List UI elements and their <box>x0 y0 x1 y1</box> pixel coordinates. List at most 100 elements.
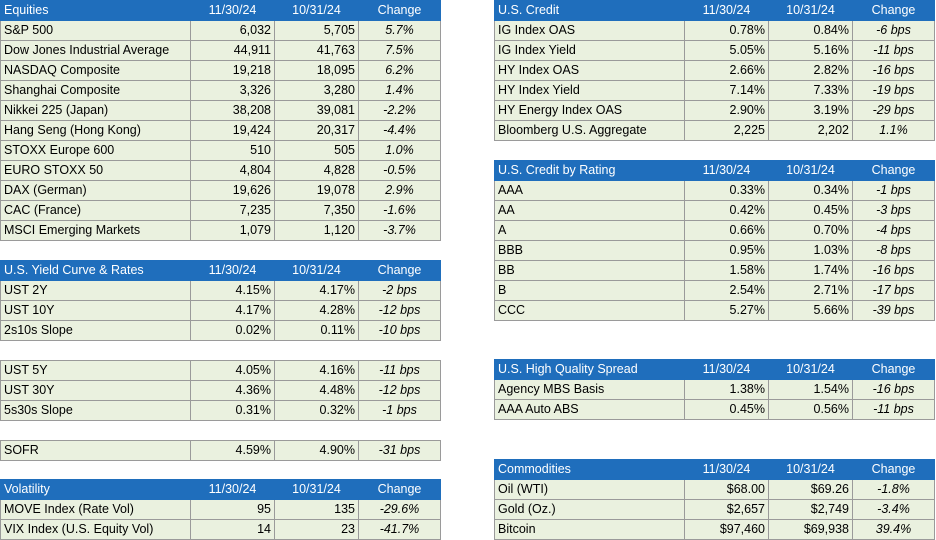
table-row: Bloomberg U.S. Aggregate 2,225 2,202 1.1% <box>494 120 935 141</box>
cell-label: Shanghai Composite <box>0 80 191 101</box>
cell-change: 39.4% <box>852 519 935 540</box>
cell-prior: $69.26 <box>768 479 853 500</box>
cell-current: 0.31% <box>190 400 275 421</box>
cell-current: 38,208 <box>190 100 275 121</box>
table-header-row: U.S. High Quality Spread 11/30/24 10/31/24… <box>494 359 935 380</box>
cell-prior: 0.70% <box>768 220 853 241</box>
cell-current: 0.95% <box>684 240 769 261</box>
cell-prior: 4.16% <box>274 360 359 381</box>
cell-change: 1.0% <box>358 140 441 161</box>
cell-label: BB <box>494 260 685 281</box>
cell-change: -16 bps <box>852 260 935 281</box>
table-row: 5s30s Slope 0.31% 0.32% -1 bps <box>0 400 441 421</box>
cell-prior: 2,202 <box>768 120 853 141</box>
header-label: U.S. Credit <box>494 0 685 21</box>
cell-prior: 4.90% <box>274 440 359 461</box>
cell-change: -41.7% <box>358 519 441 540</box>
header-label: U.S. Yield Curve & Rates <box>0 260 191 281</box>
us-credit-table: U.S. Credit 11/30/24 10/31/24 Change IG Inde… <box>494 0 935 141</box>
header-label: Equities <box>0 0 191 21</box>
cell-change: 5.7% <box>358 20 441 41</box>
cell-prior: 4.48% <box>274 380 359 401</box>
header-current: 11/30/24 <box>190 479 275 500</box>
cell-change: -19 bps <box>852 80 935 101</box>
cell-prior: 2.71% <box>768 280 853 301</box>
cell-change: -3.7% <box>358 220 441 241</box>
table-row: Oil (WTI) $68.00 $69.26 -1.8% <box>494 479 935 500</box>
cell-change: 2.9% <box>358 180 441 201</box>
cell-change: -29.6% <box>358 499 441 520</box>
cell-current: 0.66% <box>684 220 769 241</box>
cell-label: Oil (WTI) <box>494 479 685 500</box>
cell-current: 1,079 <box>190 220 275 241</box>
cell-change: -6 bps <box>852 20 935 41</box>
header-prior: 10/31/24 <box>768 0 853 21</box>
header-change: Change <box>852 160 935 181</box>
cell-current: 44,911 <box>190 40 275 61</box>
cell-current: 3,326 <box>190 80 275 101</box>
cell-prior: 18,095 <box>274 60 359 81</box>
cell-prior: $69,938 <box>768 519 853 540</box>
table-row: AAA 0.33% 0.34% -1 bps <box>494 180 935 201</box>
header-change: Change <box>852 359 935 380</box>
table-row: NASDAQ Composite 19,218 18,095 6.2% <box>0 60 441 81</box>
cell-label: UST 10Y <box>0 300 191 321</box>
cell-current: 510 <box>190 140 275 161</box>
header-change: Change <box>852 0 935 21</box>
table-header-row: U.S. Credit by Rating 11/30/24 10/31/24 Cha… <box>494 160 935 181</box>
cell-label: 2s10s Slope <box>0 320 191 341</box>
table-row: MOVE Index (Rate Vol) 95 135 -29.6% <box>0 499 441 520</box>
cell-current: 95 <box>190 499 275 520</box>
table-row: CCC 5.27% 5.66% -39 bps <box>494 300 935 321</box>
cell-prior: 7.33% <box>768 80 853 101</box>
table-header-row: Volatility 11/30/24 10/31/24 Change <box>0 479 441 500</box>
cell-label: AAA Auto ABS <box>494 399 685 420</box>
table-header-row: Commodities 11/30/24 10/31/24 Change <box>494 459 935 480</box>
cell-prior: 39,081 <box>274 100 359 121</box>
cell-change: 7.5% <box>358 40 441 61</box>
header-prior: 10/31/24 <box>768 160 853 181</box>
header-label: Volatility <box>0 479 191 500</box>
cell-change: 1.4% <box>358 80 441 101</box>
cell-prior: 1,120 <box>274 220 359 241</box>
cell-current: 5.27% <box>684 300 769 321</box>
cell-prior: 4,828 <box>274 160 359 181</box>
cell-current: 5.05% <box>684 40 769 61</box>
cell-prior: $2,749 <box>768 499 853 520</box>
cell-current: 4.05% <box>190 360 275 381</box>
cell-change: -39 bps <box>852 300 935 321</box>
cell-label: CCC <box>494 300 685 321</box>
cell-label: UST 30Y <box>0 380 191 401</box>
cell-label: SOFR <box>0 440 191 461</box>
cell-change: -0.5% <box>358 160 441 181</box>
credit-by-rating-table: U.S. Credit by Rating 11/30/24 10/31/24 Cha… <box>494 160 935 321</box>
cell-prior: 5,705 <box>274 20 359 41</box>
header-label: U.S. High Quality Spread <box>494 359 685 380</box>
cell-change: -1.8% <box>852 479 935 500</box>
header-current: 11/30/24 <box>684 359 769 380</box>
cell-label: AA <box>494 200 685 221</box>
cell-label: UST 2Y <box>0 280 191 301</box>
header-change: Change <box>852 459 935 480</box>
cell-change: -8 bps <box>852 240 935 261</box>
cell-current: 0.78% <box>684 20 769 41</box>
header-current: 11/30/24 <box>190 260 275 281</box>
cell-current: 2,225 <box>684 120 769 141</box>
table-row: IG Index OAS 0.78% 0.84% -6 bps <box>494 20 935 41</box>
cell-current: 1.38% <box>684 379 769 400</box>
table-row: STOXX Europe 600 510 505 1.0% <box>0 140 441 161</box>
cell-current: 4.17% <box>190 300 275 321</box>
cell-current: 0.02% <box>190 320 275 341</box>
table-row: CAC (France) 7,235 7,350 -1.6% <box>0 200 441 221</box>
cell-label: UST 5Y <box>0 360 191 381</box>
cell-change: -4.4% <box>358 120 441 141</box>
header-current: 11/30/24 <box>684 459 769 480</box>
cell-change: -31 bps <box>358 440 441 461</box>
sofr-table: SOFR 4.59% 4.90% -31 bps <box>0 440 441 461</box>
table-row: B 2.54% 2.71% -17 bps <box>494 280 935 301</box>
cell-label: Nikkei 225 (Japan) <box>0 100 191 121</box>
cell-change: -4 bps <box>852 220 935 241</box>
table-row: Agency MBS Basis 1.38% 1.54% -16 bps <box>494 379 935 400</box>
cell-current: 4.59% <box>190 440 275 461</box>
cell-change: -1 bps <box>852 180 935 201</box>
